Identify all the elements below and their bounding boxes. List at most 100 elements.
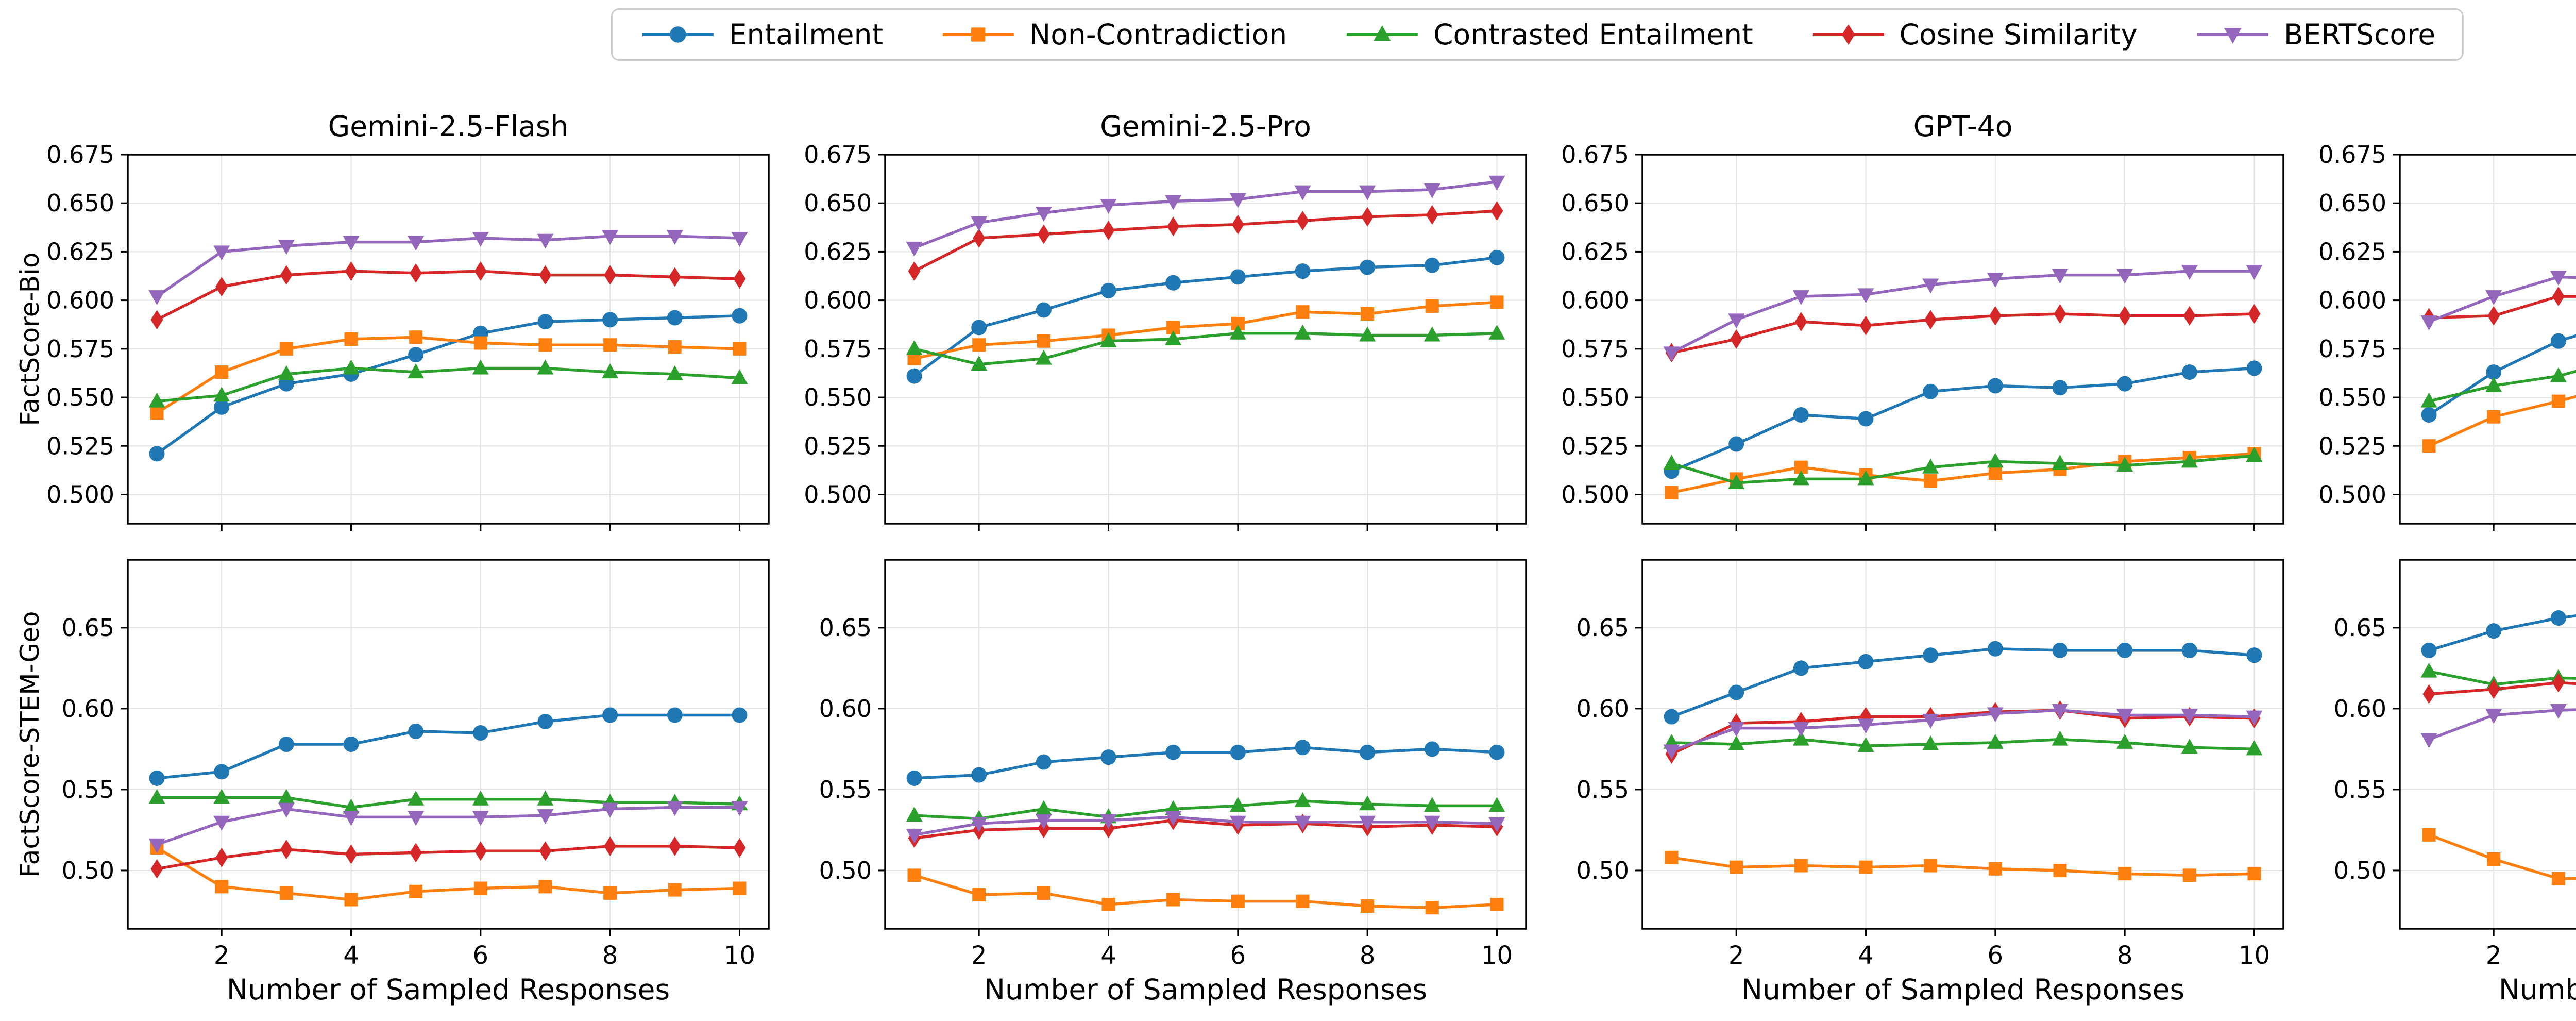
series-markers-bertscore	[906, 175, 1505, 257]
series-line-entailment	[2428, 614, 2576, 652]
legend-label: Cosine Similarity	[1899, 18, 2138, 51]
y-tick-label: 0.675	[804, 141, 872, 169]
series-line-non-contradiction	[156, 846, 740, 901]
series-markers-bertscore	[1663, 704, 2263, 760]
series-line-cosine-similarity	[2429, 681, 2576, 696]
axes-frame	[2399, 559, 2576, 930]
series-markers-entailment	[2421, 333, 2566, 423]
y-tick-label: 0.60	[2334, 695, 2386, 723]
series-markers-contrasted-entailment	[906, 324, 1505, 371]
series-line-entailment	[1671, 647, 2255, 718]
series-markers-non-contradiction	[2422, 828, 2565, 885]
y-tick-label: 0.65	[1577, 614, 1629, 642]
y-tick-label: 0.600	[1561, 287, 1629, 314]
x-tick-label: 6	[473, 941, 489, 970]
series-markers-bertscore	[148, 230, 748, 306]
series-markers-non-contradiction	[907, 295, 1504, 365]
series-markers-bertscore	[1663, 265, 2263, 362]
subplot-factscore-bio-gemini-2.5-pro: 0.500 0.525 0.550 0.575 0.600 0.625 0.650 0.675	[804, 141, 1527, 531]
subplot-factscore-bio-gpt-4o: 0.500 0.525 0.550 0.575 0.600 0.625 0.650 0.675	[1561, 141, 2284, 531]
y-tick-label: 0.575	[2318, 335, 2386, 363]
legend-item-cosine-similarity: Cosine Similarity	[1810, 19, 2138, 50]
subplot-factscore-stem-geo-gemini-2.5-pro: 0.50 0.55 0.60 0.65 2 4 6 8 10	[819, 559, 1527, 970]
y-tick-label: 0.600	[2318, 287, 2386, 314]
series-markers-bertscore	[148, 801, 748, 853]
y-tick-label: 0.650	[2318, 189, 2386, 217]
series-markers-cosine-similarity	[2422, 673, 2565, 704]
series-line-contrasted-entailment	[914, 799, 1497, 821]
x-tick-label: 10	[2239, 941, 2270, 970]
series-line-non-contradiction	[156, 336, 740, 414]
x-tick-label: 6	[1988, 941, 2004, 970]
x-axis-label: Number of Sampled Responses	[226, 973, 670, 1006]
axes-frame	[884, 154, 1527, 525]
series-line-bertscore	[1671, 270, 2255, 354]
series-line-non-contradiction	[2428, 833, 2576, 880]
y-tick-label: 0.60	[1577, 695, 1629, 723]
series-markers-cosine-similarity	[2422, 287, 2565, 328]
x-axis-label: Number of Sampled Responses	[2498, 973, 2576, 1006]
series-line-bertscore	[2428, 708, 2576, 741]
x-axis-label: Number of Sampled Responses	[1741, 973, 2185, 1006]
series-markers-bertscore	[906, 811, 1505, 844]
axes-frame	[884, 559, 1527, 930]
series-markers-non-contradiction	[1665, 447, 2261, 499]
y-tick-label: 0.525	[46, 432, 114, 460]
series-line-non-contradiction	[2428, 395, 2576, 447]
legend-marker-square-icon	[943, 27, 1014, 42]
series-line-bertscore	[914, 815, 1497, 836]
series-line-bertscore	[2428, 275, 2576, 323]
x-tick-label: 8	[602, 941, 618, 970]
series-markers-cosine-similarity	[1665, 700, 2261, 764]
y-tick-label: 0.55	[819, 776, 872, 804]
y-tick-label: 0.500	[1561, 480, 1629, 508]
y-tick-label: 0.650	[46, 189, 114, 217]
y-tick-label: 0.500	[804, 480, 872, 508]
y-tick-label: 0.625	[46, 238, 114, 265]
series-markers-bertscore	[2420, 704, 2567, 748]
series-line-contrasted-entailment	[2428, 370, 2576, 403]
series-markers-entailment	[2421, 610, 2566, 658]
series-line-cosine-similarity	[157, 845, 740, 871]
x-tick-label: 8	[1360, 941, 1376, 970]
axes-frame	[127, 154, 770, 525]
y-tick-label: 0.550	[804, 383, 872, 411]
series-line-non-contradiction	[913, 874, 1497, 909]
y-tick-label: 0.650	[1561, 189, 1629, 217]
legend-item-bertscore: BERTScore	[2194, 19, 2435, 50]
series-line-cosine-similarity	[914, 818, 1497, 840]
series-line-entailment	[156, 314, 740, 455]
y-tick-label: 0.675	[1561, 141, 1629, 169]
subplot-title-gemini-2.5-flash: Gemini-2.5-Flash	[328, 110, 569, 143]
y-tick-label: 0.55	[1577, 776, 1629, 804]
subplot-title-gemini-2.5-pro: Gemini-2.5-Pro	[1100, 110, 1311, 143]
subplot-factscore-stem-geo-gemini-2.5-flash: 0.50 0.55 0.60 0.65 2 4 6 8 10	[62, 559, 770, 970]
legend-label: BERTScore	[2283, 18, 2436, 51]
series-line-bertscore	[913, 180, 1497, 249]
series-line-contrasted-entailment	[1671, 454, 2255, 484]
y-tick-label: 0.575	[1561, 335, 1629, 363]
x-tick-label: 10	[724, 941, 755, 970]
series-line-cosine-similarity	[2429, 295, 2576, 320]
series-markers-cosine-similarity	[150, 836, 746, 879]
series-line-contrasted-entailment	[157, 366, 740, 403]
series-line-contrasted-entailment	[913, 331, 1497, 366]
series-line-non-contradiction	[1671, 452, 2255, 494]
axes-frame	[2399, 154, 2576, 525]
y-axis-label-factscore-bio: FactScore-Bio	[15, 252, 45, 426]
series-markers-entailment	[1664, 360, 2262, 479]
y-tick-label: 0.675	[46, 141, 114, 169]
y-tick-label: 0.525	[804, 432, 872, 460]
series-markers-entailment	[149, 707, 748, 786]
series-line-entailment	[913, 256, 1497, 377]
y-tick-label: 0.65	[2334, 614, 2386, 642]
y-tick-label: 0.550	[2318, 383, 2386, 411]
series-line-non-contradiction	[1671, 856, 2255, 877]
y-tick-label: 0.650	[804, 189, 872, 217]
legend: Entailment Non-Contradiction Contrasted En…	[611, 8, 2464, 61]
legend-item-non-contradiction: Non-Contradiction	[940, 19, 1287, 50]
y-tick-label: 0.65	[62, 614, 114, 642]
y-tick-label: 0.625	[804, 238, 872, 265]
y-tick-label: 0.50	[2334, 857, 2386, 884]
